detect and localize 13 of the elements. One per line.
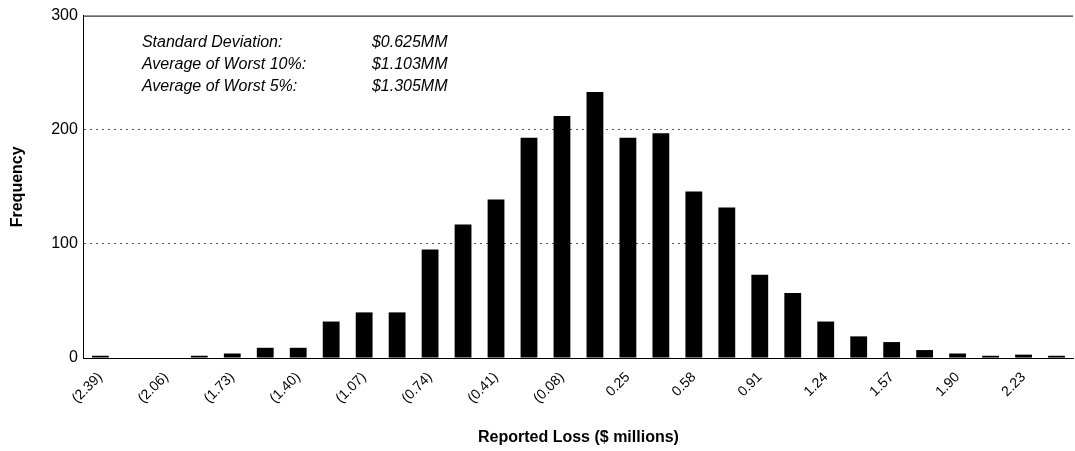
- annotation: Average of Worst 5%:: [140, 77, 298, 95]
- x-tick-label: 0.91: [734, 368, 765, 400]
- y-axis-title: Frequency: [8, 146, 26, 228]
- annotation: $1.103MM: [370, 55, 449, 73]
- y-tick-label: 200: [51, 120, 78, 138]
- annotation: $0.625MM: [370, 33, 449, 51]
- annotation: $1.305MM: [370, 77, 449, 95]
- annotation: Standard Deviation:: [141, 33, 283, 51]
- y-tick-label: 100: [51, 234, 78, 252]
- x-axis-title: Reported Loss ($ millions): [477, 427, 679, 445]
- y-tick-label: 300: [51, 6, 78, 24]
- y-tick-label: 0: [68, 348, 78, 366]
- annotation: Average of Worst 10%:: [140, 55, 307, 73]
